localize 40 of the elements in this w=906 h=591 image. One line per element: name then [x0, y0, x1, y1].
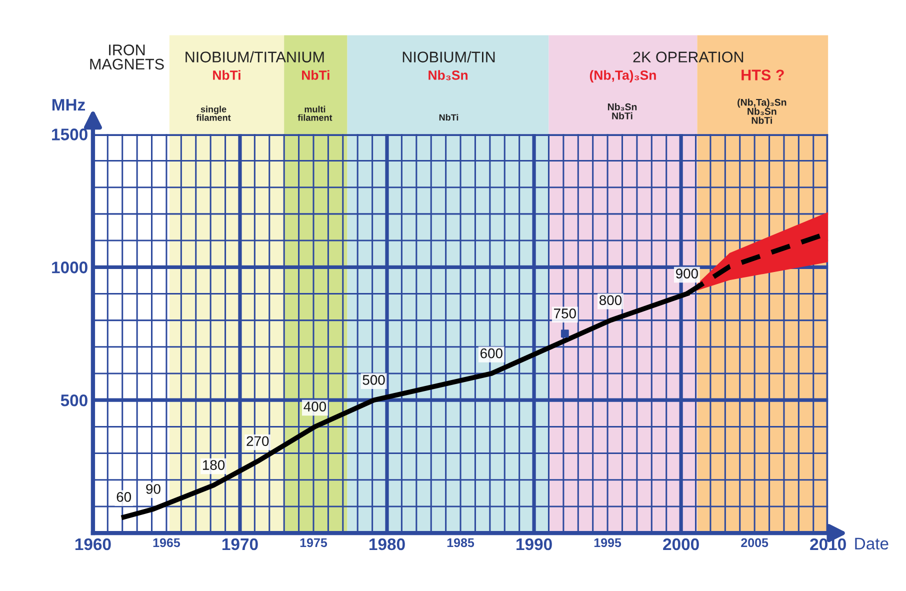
band-label: HTS ? — [742, 70, 784, 80]
data-label: 270 — [246, 436, 269, 446]
x-tick-label: 2005 — [741, 538, 768, 548]
y-tick-label: 500 — [60, 394, 88, 406]
text: NIOBIUM/TIN — [402, 51, 495, 62]
text: (Nb,Ta)₃Sn Nb₃Sn NbTi — [738, 98, 786, 124]
x-tick-label: 1985 — [447, 538, 474, 548]
text: IRON MAGNETS — [90, 44, 164, 70]
x-tick-label: 2000 — [663, 538, 699, 550]
x-tick-label: 1995 — [594, 538, 622, 548]
x-axis-title: Date — [855, 538, 888, 550]
x-tick-label: 1965 — [153, 538, 180, 548]
text: Nb₃Sn NbTi — [608, 103, 637, 120]
text: 2K OPERATION — [633, 52, 744, 62]
band-label: (Nb,Ta)₃Sn — [590, 70, 656, 82]
x-tick-label: 1970 — [222, 538, 258, 550]
band-label: NbTi — [302, 70, 330, 80]
data-label: 600 — [480, 348, 502, 358]
x-tick-label: 2010 — [810, 538, 846, 550]
data-label: 750 — [554, 308, 576, 318]
x-tick-label: 1980 — [370, 538, 405, 550]
x-tick-label: 1960 — [75, 538, 111, 550]
y-tick-label: 1500 — [52, 128, 88, 140]
y-axis-title: MHz — [52, 99, 86, 111]
data-label: 800 — [600, 295, 622, 306]
y-tick-label: 1000 — [52, 262, 88, 274]
band-label: NbTi — [213, 70, 240, 80]
data-label: 500 — [362, 375, 385, 385]
band-label: Nb₃Sn — [428, 70, 468, 80]
text: NIOBIUM/TITANIUM — [186, 51, 324, 62]
data-label: 400 — [304, 402, 326, 412]
data-label: 900 — [676, 268, 698, 278]
data-label: 60 — [116, 492, 132, 502]
x-tick-label: 1990 — [516, 538, 552, 550]
text: single filament — [196, 106, 231, 121]
data-label: 90 — [146, 484, 160, 494]
text: NbTi — [439, 114, 458, 121]
data-label: 180 — [202, 460, 225, 470]
text: multi filament — [298, 106, 332, 121]
x-tick-label: 1975 — [300, 538, 328, 548]
